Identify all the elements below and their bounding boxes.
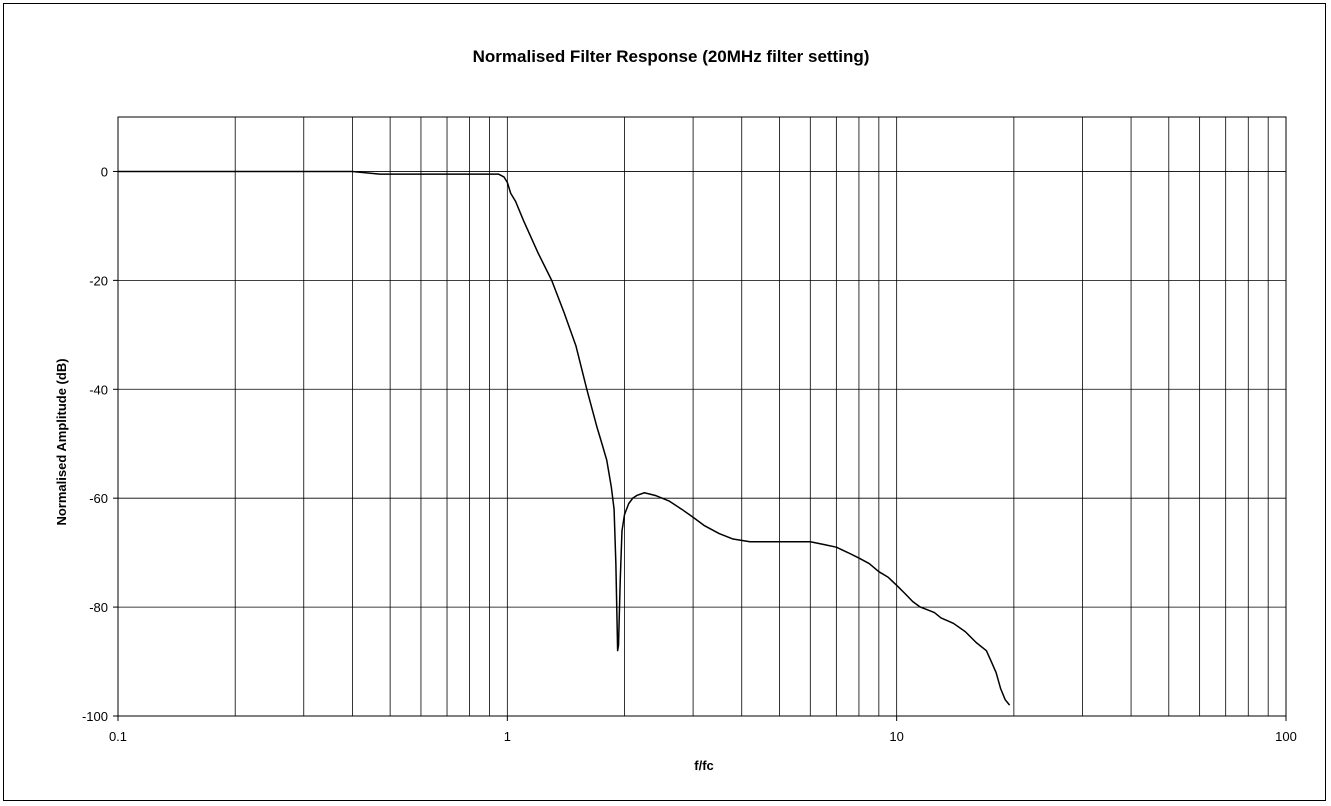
chart-title: Normalised Filter Response (20MHz filter… [473,47,870,66]
y-tick-label: -20 [89,273,108,288]
y-axis-label: Normalised Amplitude (dB) [54,358,69,525]
x-axis-label: f/fc [694,758,714,773]
plot-area [117,116,1287,717]
grid-layer [118,117,1286,716]
x-tick-label: 1 [504,729,511,744]
x-tick-label: 0.1 [109,729,127,744]
x-tick-label: 100 [1275,729,1297,744]
chart-frame [3,3,1326,801]
y-tick-label: -100 [82,709,108,724]
y-tick-label: -80 [89,600,108,615]
y-tick-label: -40 [89,382,108,397]
x-tick-label: 10 [889,729,903,744]
y-tick-label: -60 [89,491,108,506]
series-line [118,170,1011,706]
y-tick-label: 0 [101,164,108,179]
